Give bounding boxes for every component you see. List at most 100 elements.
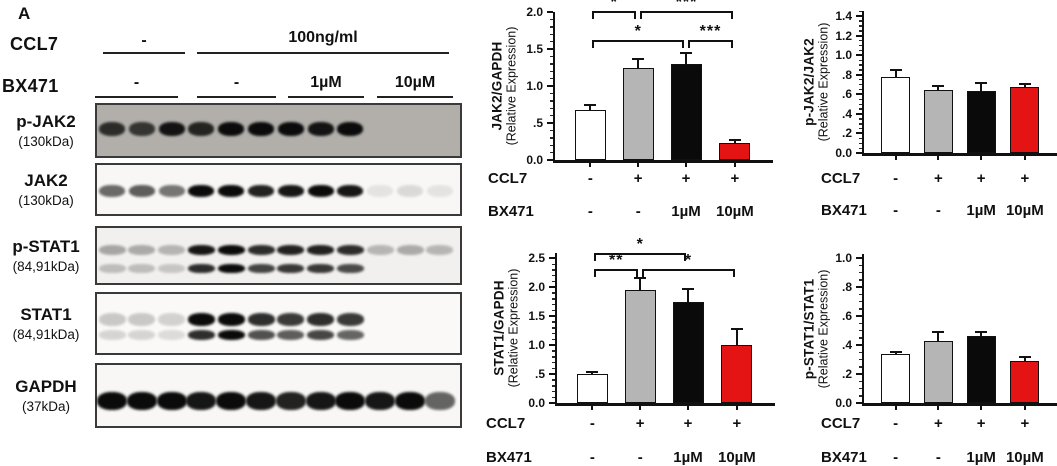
x-tick-4 — [735, 406, 738, 410]
y-tick-label: 1.0 — [526, 79, 543, 93]
x-tick-2 — [937, 406, 940, 410]
y-minor-tick — [552, 298, 555, 300]
y-minor-tick — [552, 269, 555, 271]
blot-band-JAK2-lane11 — [397, 185, 423, 197]
blot-molecular-weight: (84,91kDa) — [12, 258, 80, 274]
error-cap-1 — [584, 103, 597, 106]
y-axis-line — [553, 12, 556, 160]
y-minor-tick — [859, 373, 862, 375]
x-tick-2 — [637, 163, 640, 167]
cond-CCL7-bar4: + — [1020, 170, 1030, 187]
y-tick-label: 0.0 — [528, 396, 545, 410]
y-minor-tick — [859, 30, 862, 32]
y-minor-tick — [859, 54, 862, 57]
cond-CCL7-bar4: + — [730, 170, 740, 187]
error-bar-4 — [1023, 84, 1026, 88]
x-axis-line — [862, 403, 1057, 406]
cond-CCL7-bar1: - — [589, 415, 595, 432]
y-minor-tick — [552, 263, 555, 265]
blot-band-p-JAK2-lane4 — [188, 122, 215, 136]
bar-3 — [966, 91, 996, 153]
x-tick-1 — [589, 163, 592, 167]
cond-CCL7-bar3: + — [976, 415, 986, 432]
cond-row-label-BX471: BX471 — [488, 203, 534, 220]
cond-CCL7-bar3: + — [681, 170, 691, 187]
bar-3 — [670, 63, 702, 160]
blot-band2-p-STAT1-lane7 — [277, 264, 305, 273]
x-tick-4 — [1023, 406, 1026, 410]
bx471-group-label-1: - — [233, 74, 240, 91]
y-minor-tick — [552, 390, 555, 393]
x-tick-2 — [639, 406, 642, 410]
ccl7-header-label: CCL7 — [10, 34, 59, 54]
blot-band-STAT1-lane2 — [128, 313, 156, 326]
cond-BX471-bar2: - — [635, 203, 641, 220]
x-tick-3 — [980, 406, 983, 410]
blot-band2-STAT1-lane5 — [217, 330, 245, 340]
y-minor-tick — [859, 257, 862, 259]
y-tick-label: 2.0 — [526, 5, 543, 19]
ccl7-group-line-0 — [103, 52, 185, 54]
y-minor-tick — [550, 107, 553, 110]
blot-band-p-STAT1-lane1 — [98, 245, 126, 255]
y-minor-tick — [550, 100, 553, 102]
x-tick-2 — [937, 156, 940, 160]
blot-band2-STAT1-lane9 — [336, 330, 364, 340]
sig-bracket-1 — [594, 269, 639, 277]
blot-band-JAK2-lane1 — [99, 185, 125, 197]
y-minor-tick — [859, 344, 862, 346]
y-tick-label: 0.0 — [835, 396, 852, 410]
cond-CCL7-bar1: - — [587, 170, 593, 187]
y-minor-tick — [552, 396, 555, 399]
blot-band-GAPDH-lane10 — [365, 392, 396, 410]
blot-band-STAT1-lane8 — [307, 313, 335, 326]
error-cap-4 — [730, 327, 743, 330]
error-bar-2 — [937, 86, 940, 91]
blot-band-p-STAT1-lane11 — [396, 245, 424, 255]
error-bar-1 — [894, 351, 897, 354]
error-cap-1 — [586, 371, 599, 374]
error-bar-2 — [639, 277, 642, 291]
y-tick-label: 1.0 — [528, 338, 545, 353]
y-tick-label: .8 — [841, 67, 852, 82]
cond-BX471-bar1: - — [587, 203, 593, 220]
y-minor-tick — [859, 337, 862, 339]
sig-bracket-0 — [594, 253, 687, 261]
y-tick-label: .4 — [841, 106, 852, 121]
blot-band2-STAT1-lane6 — [247, 330, 275, 340]
x-axis-line — [555, 403, 775, 406]
y-tick-label: .5 — [532, 116, 543, 130]
y-minor-tick — [859, 330, 862, 332]
blot-band-JAK2-lane3 — [158, 185, 185, 197]
y-minor-tick — [859, 39, 862, 42]
y-minor-tick — [859, 64, 862, 66]
bar-2 — [622, 68, 654, 160]
y-minor-tick — [552, 275, 555, 277]
y-minor-tick — [552, 367, 555, 370]
y-minor-tick — [550, 70, 553, 73]
error-bar-3 — [980, 82, 983, 92]
y-minor-tick — [859, 74, 862, 76]
y-minor-tick — [859, 44, 862, 47]
blot-band-p-STAT1-lane5 — [217, 245, 245, 255]
cond-CCL7-bar1: - — [893, 170, 899, 187]
cond-BX471-bar4: 10µM — [1005, 202, 1044, 219]
cond-BX471-bar1: - — [589, 449, 595, 466]
y-minor-tick — [552, 286, 555, 289]
blot-band-p-JAK2-lane2 — [128, 122, 155, 136]
bar-4 — [1010, 87, 1040, 153]
y-minor-tick — [550, 122, 553, 124]
y-axis-line — [555, 253, 558, 403]
cond-BX471-bar1: - — [893, 202, 899, 219]
blot-band-GAPDH-lane12 — [424, 392, 455, 410]
blot-band-JAK2-lane7 — [277, 185, 304, 197]
blot-band-p-JAK2-lane8 — [307, 122, 334, 136]
error-bar-3 — [687, 288, 690, 302]
y-tick — [547, 11, 553, 13]
bx471-group-label-0: - — [133, 74, 140, 91]
x-tick-4 — [733, 163, 736, 167]
bx471-group-line-1 — [197, 96, 276, 98]
y-tick-label: .2 — [841, 367, 852, 381]
y-tick-label: 1.5 — [528, 309, 545, 324]
y-axis-line — [862, 254, 865, 403]
